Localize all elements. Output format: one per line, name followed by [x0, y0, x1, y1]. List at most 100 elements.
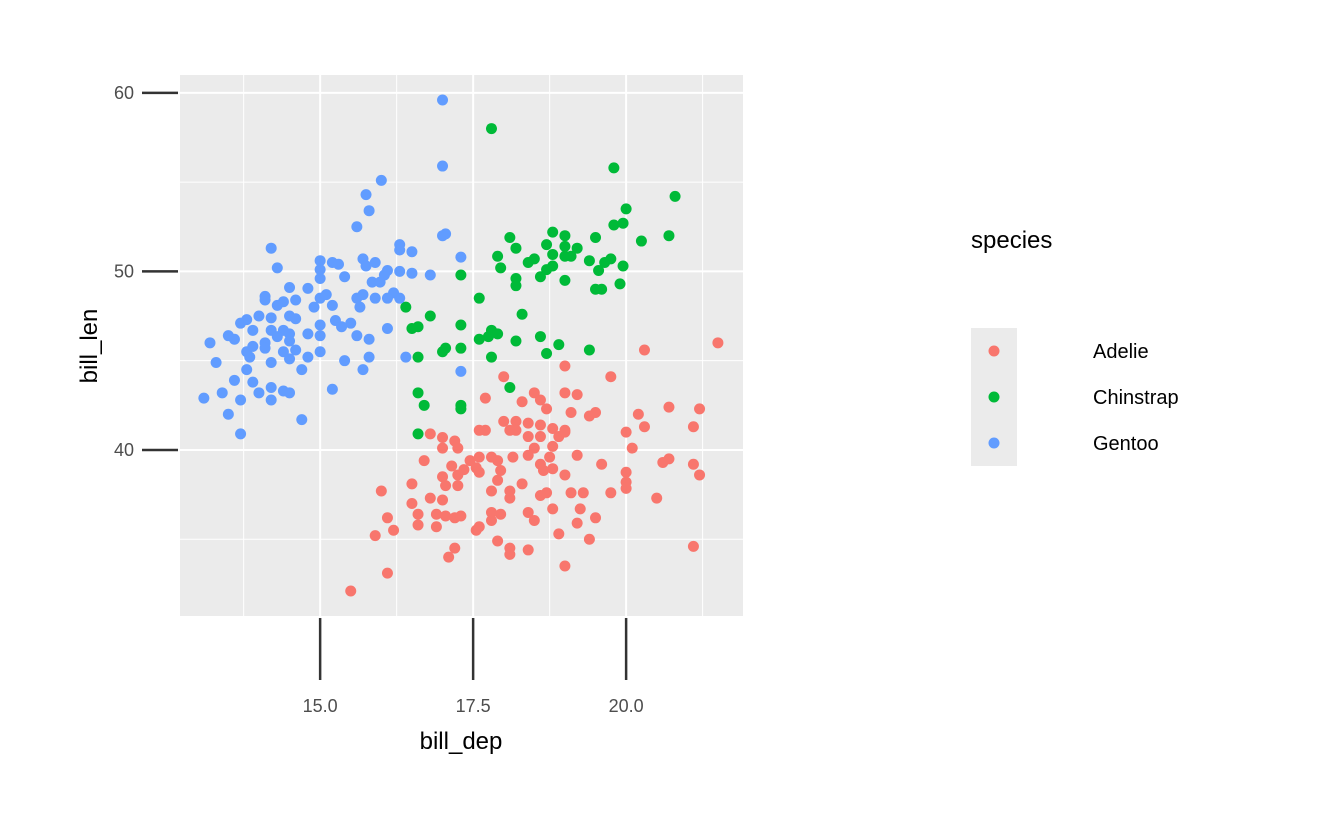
point-gentoo [351, 221, 363, 233]
point-chinstrap [492, 328, 504, 340]
x-axis-title: bill_dep [420, 728, 503, 755]
point-adelie [605, 371, 617, 383]
point-chinstrap [424, 310, 436, 322]
legend: species Adelie Chinstrap Gentoo [971, 227, 1179, 466]
point-adelie [657, 456, 669, 468]
point-adelie [412, 508, 424, 520]
point-adelie [522, 417, 534, 429]
point-gentoo [314, 255, 326, 267]
legend-key-adelie [988, 345, 1000, 357]
point-adelie [437, 494, 449, 506]
point-adelie [446, 460, 458, 472]
point-gentoo [284, 387, 296, 399]
point-gentoo [216, 387, 228, 399]
point-gentoo [400, 351, 412, 363]
point-gentoo [290, 294, 302, 306]
point-gentoo [222, 408, 234, 420]
point-chinstrap [492, 250, 504, 262]
point-gentoo [253, 310, 265, 322]
point-adelie [632, 408, 644, 420]
point-chinstrap [571, 242, 583, 254]
point-adelie [620, 482, 632, 494]
point-adelie [443, 551, 455, 563]
point-adelie [638, 421, 650, 433]
point-adelie [418, 455, 430, 467]
point-chinstrap [455, 403, 467, 415]
point-gentoo [271, 299, 283, 311]
point-adelie [694, 469, 706, 481]
point-chinstrap [516, 308, 528, 320]
point-gentoo [265, 381, 277, 393]
point-gentoo [369, 256, 381, 268]
point-gentoo [332, 258, 344, 270]
point-adelie [452, 480, 464, 492]
point-gentoo [284, 281, 296, 293]
point-gentoo [381, 292, 393, 304]
point-adelie [452, 469, 464, 481]
point-gentoo [210, 356, 222, 368]
point-gentoo [357, 289, 369, 301]
point-chinstrap [590, 231, 602, 243]
point-gentoo [265, 242, 277, 254]
point-adelie [577, 487, 589, 499]
point-chinstrap [412, 387, 424, 399]
point-gentoo [345, 317, 357, 329]
point-adelie [544, 451, 556, 463]
point-adelie [547, 503, 559, 515]
point-adelie [522, 544, 534, 556]
point-gentoo [302, 351, 314, 363]
point-adelie [565, 406, 577, 418]
point-gentoo [265, 356, 277, 368]
point-gentoo [265, 394, 277, 406]
point-adelie [547, 463, 559, 475]
point-adelie [712, 337, 724, 349]
point-adelie [507, 451, 519, 463]
point-adelie [547, 440, 559, 452]
point-gentoo [302, 328, 314, 340]
point-adelie [381, 567, 393, 579]
point-chinstrap [596, 283, 608, 295]
point-chinstrap [455, 269, 467, 281]
point-adelie [406, 478, 418, 490]
point-adelie [495, 508, 507, 520]
point-chinstrap [485, 123, 497, 135]
point-adelie [464, 455, 476, 467]
legend-key-gentoo [988, 437, 1000, 449]
point-adelie [559, 560, 571, 572]
point-chinstrap [534, 271, 546, 283]
point-adelie [516, 478, 528, 490]
point-gentoo [394, 265, 406, 277]
point-chinstrap [565, 250, 577, 262]
point-chinstrap [541, 348, 553, 360]
point-gentoo [374, 276, 386, 288]
point-chinstrap [534, 331, 546, 343]
point-adelie [495, 464, 507, 476]
point-adelie [381, 512, 393, 524]
point-gentoo [363, 205, 375, 217]
point-adelie [574, 503, 586, 515]
point-adelie [424, 492, 436, 504]
point-gentoo [241, 364, 253, 376]
point-gentoo [424, 269, 436, 281]
point-gentoo [265, 312, 277, 324]
y-axis-title: bill_len [76, 309, 103, 384]
point-adelie [534, 431, 546, 443]
point-gentoo [455, 365, 467, 377]
point-chinstrap [559, 240, 571, 252]
point-adelie [559, 469, 571, 481]
point-adelie [605, 487, 617, 499]
point-adelie [449, 542, 461, 554]
point-adelie [473, 466, 485, 478]
point-gentoo [314, 330, 326, 342]
point-chinstrap [553, 339, 565, 351]
point-gentoo [437, 160, 449, 172]
point-gentoo [290, 313, 302, 325]
point-chinstrap [608, 219, 620, 231]
point-gentoo [381, 323, 393, 335]
point-adelie [522, 506, 534, 518]
point-adelie [430, 521, 442, 533]
point-gentoo [259, 294, 271, 306]
minor-gridlines [180, 75, 743, 616]
point-gentoo [228, 374, 240, 386]
point-chinstrap [455, 319, 467, 331]
